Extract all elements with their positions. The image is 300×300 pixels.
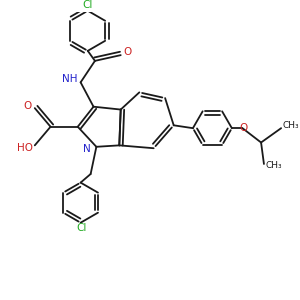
Text: O: O xyxy=(123,47,131,57)
Text: O: O xyxy=(24,101,32,111)
Text: HO: HO xyxy=(17,143,33,153)
Text: Cl: Cl xyxy=(82,0,93,10)
Text: Cl: Cl xyxy=(77,224,87,233)
Text: CH₃: CH₃ xyxy=(283,121,299,130)
Text: CH₃: CH₃ xyxy=(266,161,282,170)
Text: O: O xyxy=(239,123,247,133)
Text: NH: NH xyxy=(62,74,77,84)
Text: N: N xyxy=(83,144,91,154)
